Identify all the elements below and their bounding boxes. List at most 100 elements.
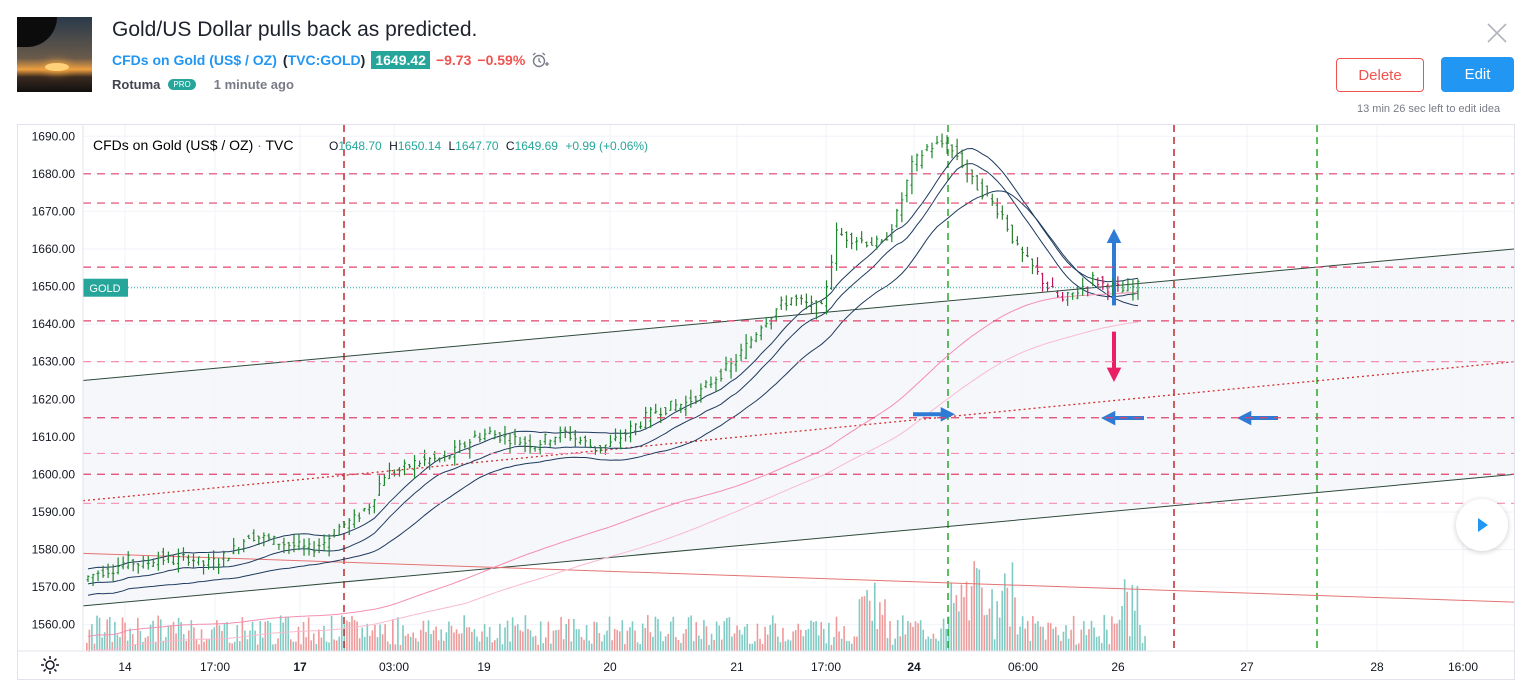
volume-bar — [771, 615, 774, 651]
volume-bar — [743, 626, 746, 651]
volume-bar — [557, 629, 560, 651]
volume-bar — [805, 630, 807, 651]
volume-bar — [244, 630, 246, 651]
volume-bar — [1011, 562, 1014, 651]
volume-bar — [427, 620, 430, 651]
edit-button[interactable]: Edit — [1441, 57, 1514, 92]
volume-bar — [165, 637, 167, 651]
volume-bar — [975, 568, 978, 651]
volume-bar — [828, 622, 830, 651]
volume-bar — [1108, 644, 1111, 651]
volume-bar — [629, 627, 631, 651]
palm-silhouette — [17, 17, 57, 47]
volume-bar — [539, 621, 542, 651]
price-chart[interactable]: 1680.011672.221655.181640.861630.021615.… — [18, 125, 1515, 679]
volume-bar — [820, 622, 822, 651]
alarm-clock-icon[interactable] — [531, 51, 550, 69]
volume-bar — [88, 629, 91, 651]
volume-bar — [124, 622, 126, 651]
time-tick-label: 16:00 — [1448, 660, 1478, 674]
volume-bar — [830, 644, 833, 651]
volume-bar — [731, 636, 733, 651]
volume-bar — [983, 615, 986, 651]
volume-bar — [1049, 623, 1052, 651]
close-icon[interactable] — [1484, 20, 1510, 46]
volume-bar — [634, 630, 636, 651]
volume-bar — [812, 621, 815, 651]
volume-bar — [1144, 636, 1146, 651]
volume-bar — [542, 643, 545, 651]
delete-button[interactable]: Delete — [1336, 58, 1424, 92]
time-tick-label: 17:00 — [811, 660, 841, 674]
volume-bar — [261, 637, 264, 651]
volume-bar — [902, 615, 904, 651]
volume-bar — [835, 616, 838, 651]
volume-bar — [91, 624, 93, 651]
time-tick-label: 20 — [603, 660, 617, 674]
volume-bar — [993, 639, 996, 651]
volume-bar — [631, 621, 634, 651]
volume-bar — [603, 634, 606, 651]
volume-bar — [636, 642, 639, 651]
volume-bar — [868, 600, 871, 651]
volume-bar — [675, 637, 677, 651]
time-tick-label: 24 — [907, 660, 921, 674]
settings-gear-icon[interactable] — [40, 655, 60, 675]
volume-bar — [1098, 636, 1100, 651]
legend-name: CFDs on Gold (US$ / OZ) · TVC — [93, 137, 293, 153]
volume-bar — [307, 617, 310, 651]
volume-bar — [501, 644, 504, 651]
symbol-link[interactable]: CFDs on Gold (US$ / OZ) — [112, 52, 277, 68]
volume-bar — [399, 644, 402, 651]
volume-bar — [833, 636, 835, 651]
volume-bar — [1006, 587, 1009, 651]
volume-bar — [386, 641, 389, 651]
volume-bar — [881, 614, 884, 651]
volume-bar — [1083, 621, 1085, 651]
volume-bar — [1111, 616, 1113, 651]
volume-bar — [532, 636, 534, 651]
volume-bar — [871, 620, 873, 651]
volume-bar — [320, 637, 323, 651]
volume-bar — [279, 615, 282, 651]
volume-bar — [361, 627, 363, 651]
idea-thumbnail[interactable] — [17, 17, 92, 92]
volume-bar — [149, 624, 152, 651]
volume-bar — [1067, 638, 1070, 651]
volume-bar — [287, 616, 290, 651]
volume-bar — [1100, 643, 1103, 651]
time-tick-label: 28 — [1370, 660, 1384, 674]
volume-bar — [514, 625, 516, 651]
chart-container[interactable]: 1680.011672.221655.181640.861630.021615.… — [17, 124, 1515, 680]
volume-bar — [504, 627, 506, 651]
volume-bar — [134, 644, 137, 651]
edit-time-note: 13 min 26 sec left to edit idea — [1357, 103, 1501, 115]
volume-bar — [478, 641, 481, 651]
volume-bar — [205, 639, 208, 651]
author-name[interactable]: Rotuma — [112, 77, 161, 92]
volume-bar — [715, 621, 718, 651]
volume-bar — [873, 582, 876, 651]
volume-bar — [958, 611, 960, 651]
price-change-pct: −0.59% — [477, 52, 526, 68]
volume-bar — [955, 595, 958, 651]
volume-bar — [129, 628, 131, 651]
play-button[interactable] — [1456, 499, 1508, 551]
volume-bar — [414, 638, 417, 651]
volume-bar — [1136, 585, 1139, 651]
volume-bar — [588, 640, 590, 651]
volume-bar — [346, 620, 348, 651]
volume-bar — [200, 629, 203, 651]
volume-bar — [142, 641, 144, 651]
volume-bar — [468, 627, 471, 651]
volume-bar — [269, 622, 272, 651]
volume-bar — [858, 599, 861, 651]
symbol-ticker[interactable]: (TVC:GOLD) — [282, 52, 366, 68]
volume-bar — [590, 643, 593, 651]
volume-bar — [137, 617, 139, 651]
volume-bar — [353, 619, 356, 651]
volume-bar — [784, 641, 787, 651]
volume-bar — [483, 624, 486, 651]
price-tick-label: 1570.00 — [32, 580, 76, 594]
volume-bar — [379, 624, 381, 651]
